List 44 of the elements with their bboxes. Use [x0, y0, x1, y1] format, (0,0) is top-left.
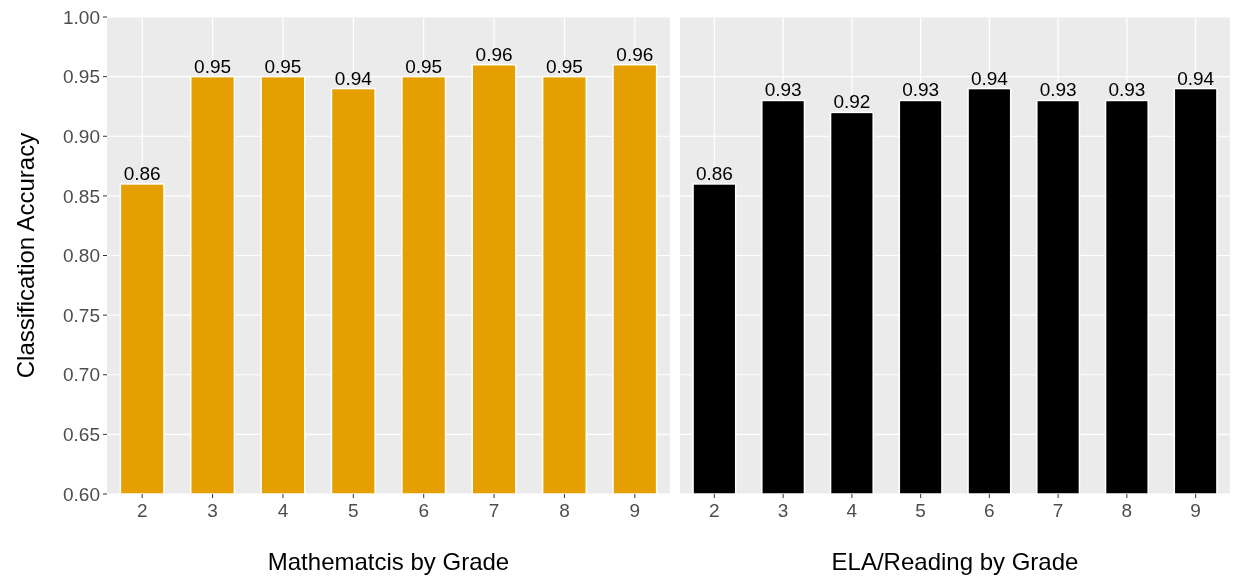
x-axis-title: ELA/Reading by Grade: [831, 548, 1079, 575]
data-label: 0.95: [194, 55, 232, 77]
data-label: 0.95: [405, 55, 443, 77]
x-tick-label: 7: [1052, 500, 1064, 521]
data-label: 0.96: [475, 43, 513, 65]
x-tick-label: 6: [418, 500, 429, 521]
y-tick-label: 0.65: [63, 424, 100, 446]
x-tick-label: 3: [777, 500, 789, 521]
data-label: 0.93: [1039, 79, 1077, 101]
y-tick-label: 0.85: [63, 185, 100, 207]
x-tick-label: 5: [348, 500, 359, 521]
y-tick-label: 0.60: [63, 483, 100, 505]
data-label: 0.94: [334, 67, 373, 89]
x-tick-label: 2: [709, 500, 720, 521]
y-tick-label: 0.90: [63, 125, 100, 147]
data-label: 0.95: [264, 55, 302, 77]
data-label: 0.93: [1108, 79, 1146, 101]
y-tick-label: 0.70: [63, 364, 100, 386]
y-tick-label: 0.95: [63, 66, 100, 88]
y-tick-label: 0.75: [63, 304, 100, 326]
data-label: 0.94: [970, 67, 1009, 89]
x-tick-label: 4: [277, 500, 289, 521]
y-tick-label: 1.00: [63, 6, 100, 28]
data-label: 0.95: [545, 55, 583, 77]
data-label: 0.93: [764, 79, 802, 101]
y-tick-label: 0.80: [63, 245, 100, 267]
data-label: 0.93: [902, 79, 940, 101]
x-tick-label: 5: [915, 500, 926, 521]
x-tick-label: 7: [488, 500, 500, 521]
x-tick-label: 8: [1121, 500, 1133, 521]
x-axis-title: Mathematcis by Grade: [267, 548, 510, 575]
x-tick-label: 9: [1190, 500, 1201, 521]
data-label: 0.92: [833, 91, 871, 113]
x-tick-label: 8: [559, 500, 570, 521]
x-tick-label: 4: [846, 500, 858, 521]
x-tick-label: 6: [984, 500, 995, 521]
x-tick-label: 9: [629, 500, 641, 521]
data-label: 0.94: [1177, 67, 1215, 89]
data-label: 0.86: [123, 162, 161, 184]
data-label: 0.96: [616, 43, 654, 65]
x-tick-label: 2: [136, 500, 148, 521]
data-label: 0.86: [695, 162, 733, 184]
y-axis-title: Classification Accuracy: [12, 132, 39, 379]
x-tick-label: 3: [207, 500, 218, 521]
